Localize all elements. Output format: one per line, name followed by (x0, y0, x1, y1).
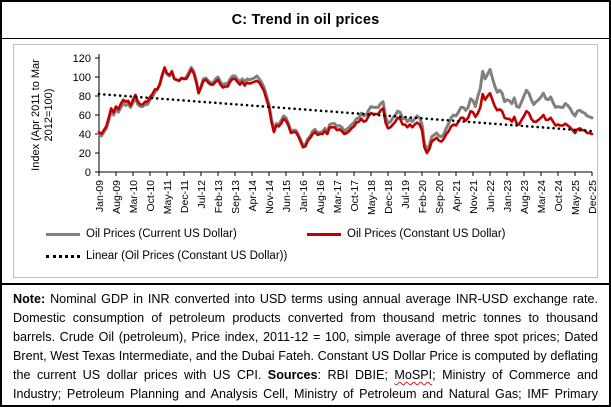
y-axis-title-line-1: Index (Apr 2011 to Mar (30, 59, 42, 171)
x-tick-label: Nov-21 (468, 180, 480, 214)
x-tick-label: May-11 (162, 180, 174, 214)
x-tick-label: Feb-20 (417, 180, 429, 213)
y-tick-label: 0 (85, 167, 91, 179)
legend-row-2: Linear (Oil Prices (Constant US Dollar)) (14, 250, 597, 272)
x-tick-label: Aug-09 (111, 180, 123, 214)
x-tick-label: May-18 (366, 180, 378, 215)
x-tick-label: Oct-24 (553, 180, 565, 212)
x-tick-label: Feb-13 (213, 180, 225, 213)
y-tick-label: 120 (73, 53, 91, 65)
x-tick-label: Mar-10 (128, 180, 140, 213)
x-tick-label: Aug-16 (315, 180, 327, 214)
series-constant-usd-line (97, 66, 594, 155)
y-tick-label: 20 (79, 148, 91, 160)
x-tick-label: Dec-25 (587, 180, 597, 214)
legend-label-linear: Linear (Oil Prices (Constant US Dollar)) (86, 250, 288, 262)
y-tick-label: 80 (79, 91, 91, 103)
x-tick-label: Apr-14 (247, 180, 259, 212)
x-tick-label: Mar-17 (332, 180, 344, 213)
x-tick-label: Apr-21 (451, 180, 463, 212)
misspelled-word: MoSPI (394, 368, 433, 382)
sources-post: ; Ministry of Commerce and Industry; Pet… (13, 368, 599, 401)
note-label: Note: (13, 292, 46, 306)
x-tick-label: Oct-10 (145, 180, 157, 212)
y-tick-label: 40 (79, 129, 91, 141)
legend-label-current: Oil Prices (Current US Dollar) (86, 228, 237, 240)
x-tick-label: Jul-19 (400, 180, 412, 209)
page-title: C: Trend in oil prices (231, 12, 380, 28)
x-tick-label: Sep-13 (230, 180, 242, 214)
x-tick-label: Nov-14 (264, 180, 276, 214)
y-tick-label: 60 (79, 110, 91, 122)
x-tick-label: Dec-11 (179, 180, 191, 213)
linear-trendline (97, 92, 594, 133)
dotted-line-swatch (46, 254, 80, 258)
x-tick-label: Jun-22 (485, 180, 497, 212)
gray-line-swatch (46, 232, 80, 236)
chart-title-bar: C: Trend in oil prices (2, 2, 609, 39)
x-tick-label: Jul-12 (196, 180, 208, 209)
legend-item-linear: Linear (Oil Prices (Constant US Dollar)) (46, 250, 287, 262)
x-tick-label: Oct-17 (349, 180, 361, 212)
chart-legend: Oil Prices (Current US Dollar) Oil Price… (14, 228, 597, 272)
sources-label: Sources (267, 368, 318, 382)
chart-panel: Index (Apr 2011 to Mar 2012=100) 0 20 40 60 80… (13, 44, 598, 278)
y-tick-label: 100 (73, 72, 91, 84)
x-tick-label: Jan-16 (298, 180, 310, 212)
x-tick-label: May-25 (570, 180, 582, 215)
x-tick-label: Dec-18 (383, 180, 395, 214)
x-tick-label: Jan-09 (94, 180, 106, 212)
x-tick-label: Aug-23 (519, 180, 531, 214)
x-tick-label: Jan-23 (502, 180, 514, 212)
note-section: Note: Nominal GDP in INR converted into … (2, 283, 609, 405)
note-body: Nominal GDP in INR converted into USD te… (13, 292, 598, 382)
oil-price-chart: Index (Apr 2011 to Mar 2012=100) 0 20 40 60 80… (30, 53, 597, 215)
red-line-swatch (307, 232, 341, 236)
legend-row-1: Oil Prices (Current US Dollar) Oil Price… (14, 228, 597, 250)
legend-item-constant: Oil Prices (Constant US Dollar) (307, 228, 505, 240)
x-tick-label: Jun-15 (281, 180, 293, 212)
legend-label-constant: Oil Prices (Constant US Dollar) (347, 228, 506, 240)
legend-item-current: Oil Prices (Current US Dollar) (46, 228, 237, 240)
sources-pre: : RBI DBIE; (317, 368, 395, 382)
series-current-usd-line (97, 66, 594, 152)
x-tick-label: Sep-20 (434, 180, 446, 214)
y-axis-title-line-2: 2012=100) (43, 89, 55, 142)
x-tick-label: Mar-24 (536, 180, 548, 213)
